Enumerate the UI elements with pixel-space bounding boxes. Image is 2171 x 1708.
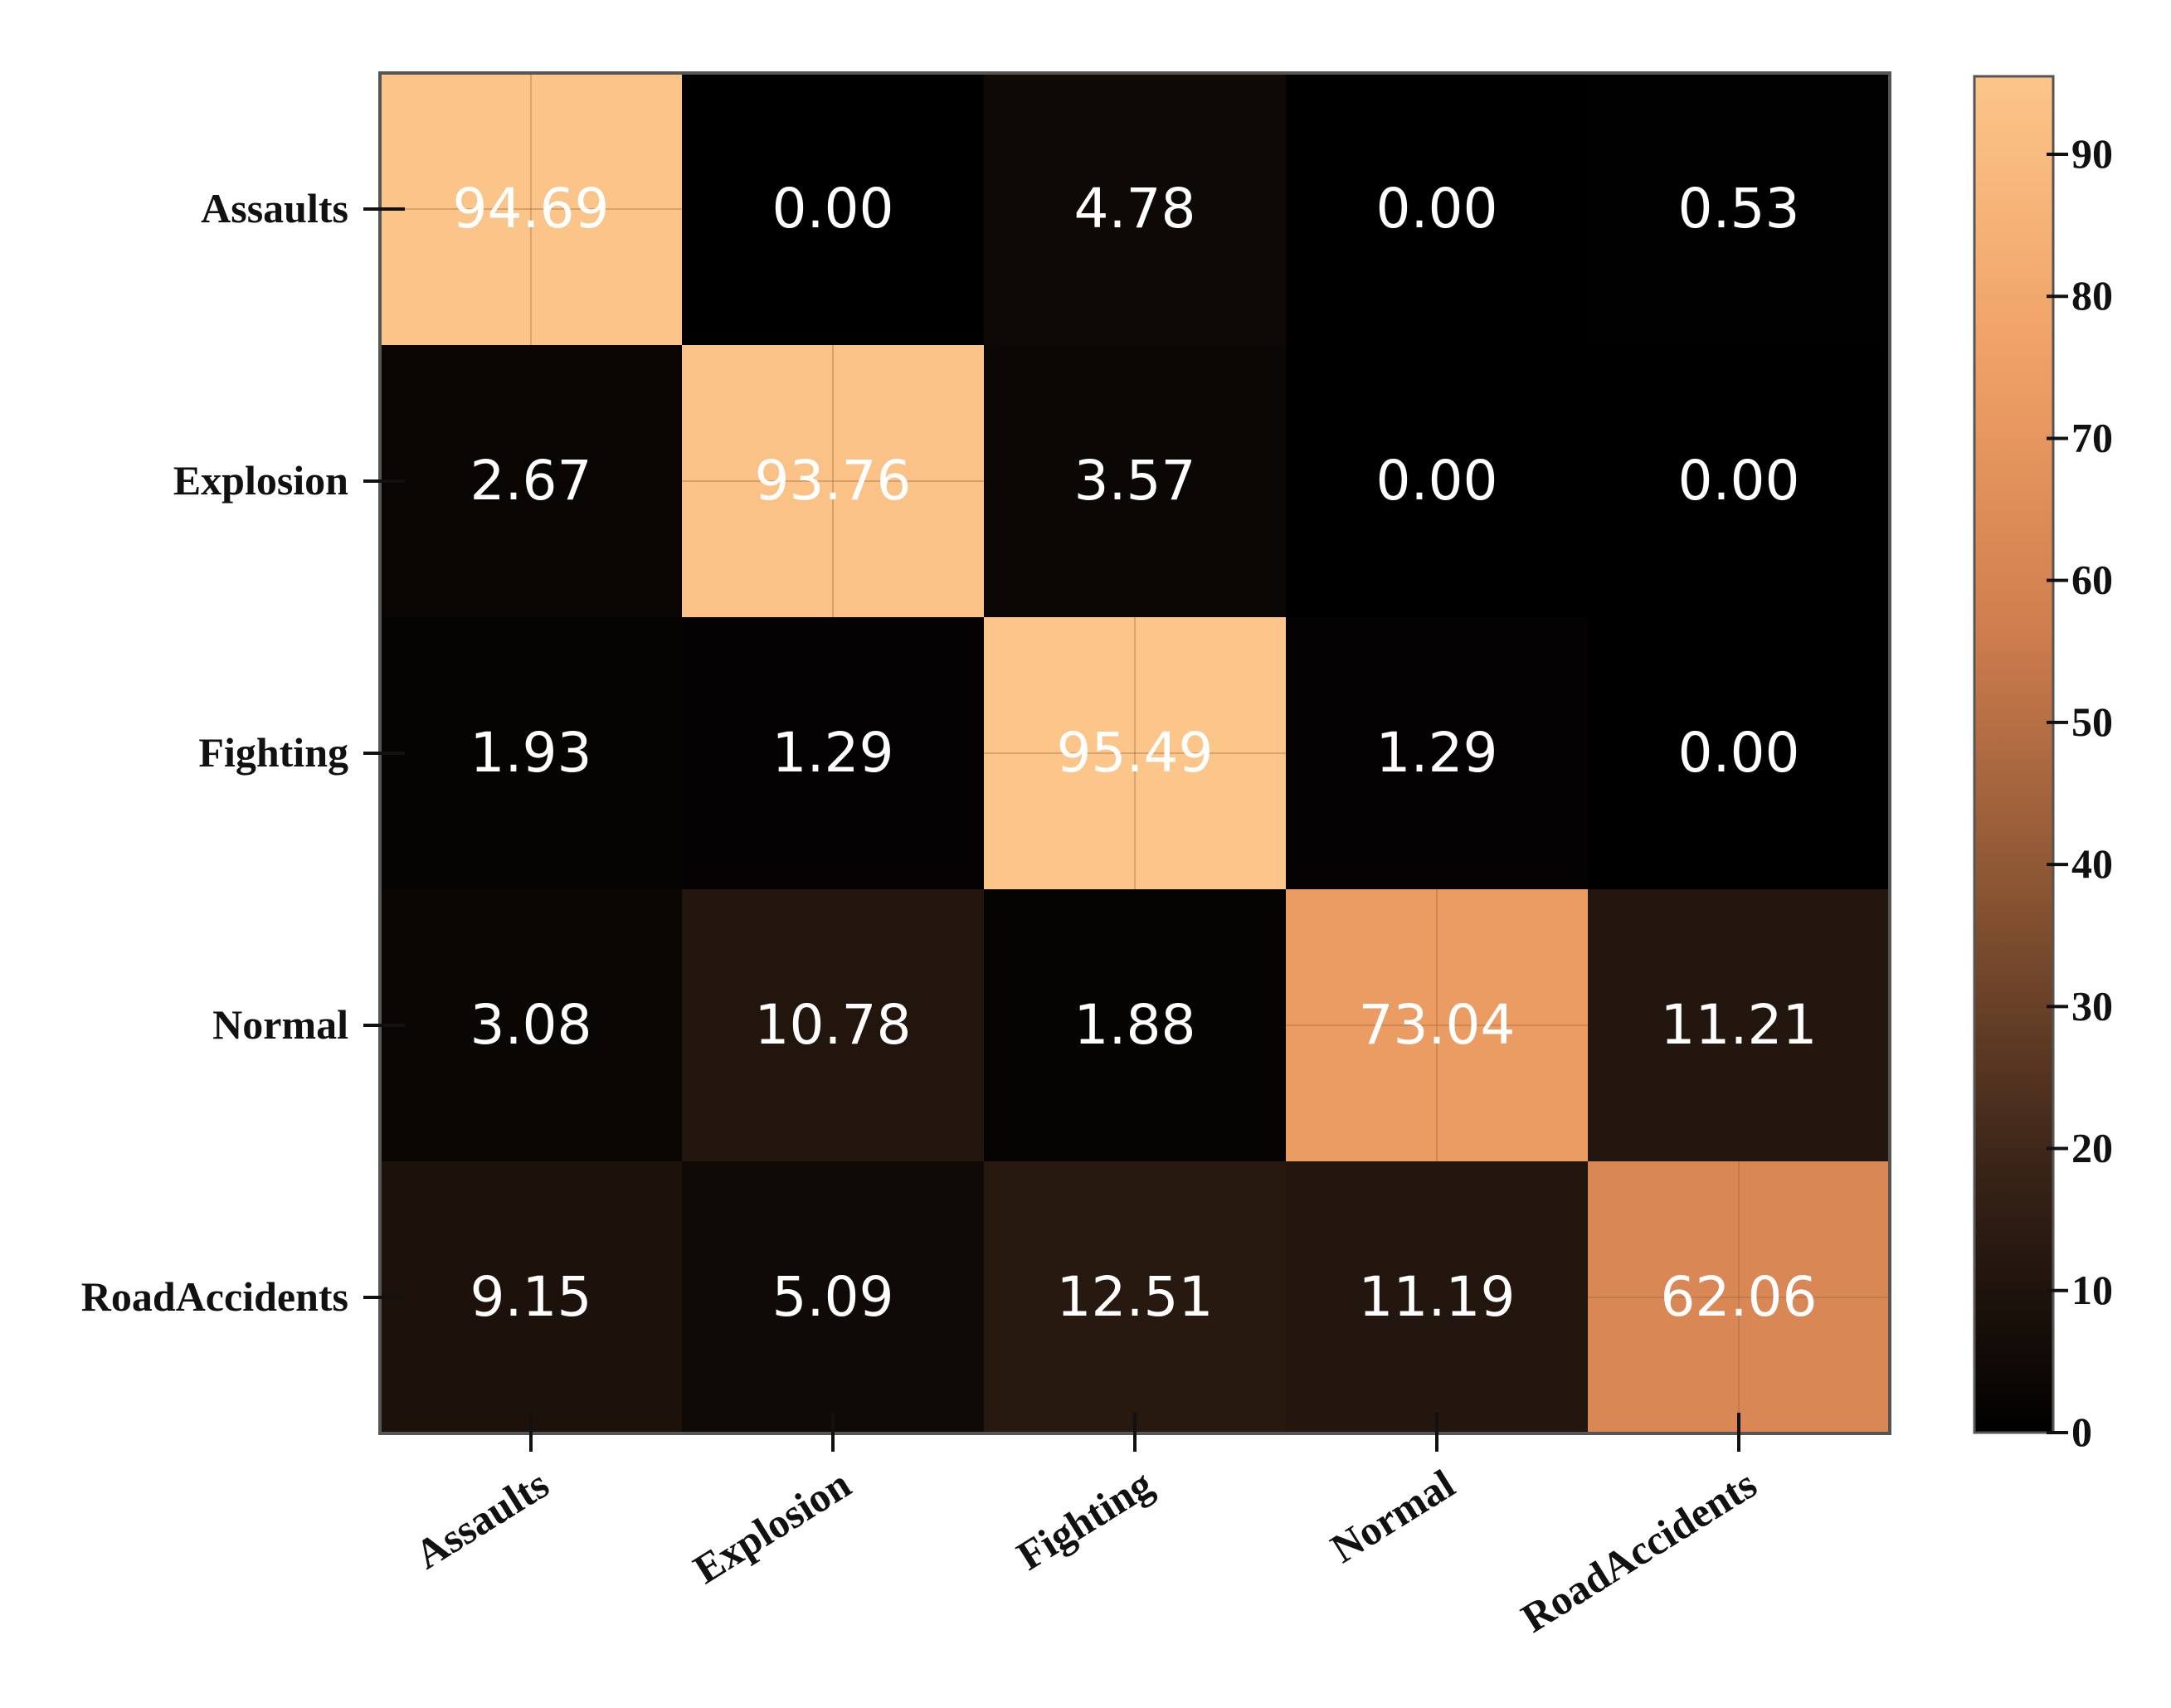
heatmap-cell-assaults-assaults	[380, 73, 683, 346]
colorbar-tick-label: 90	[2071, 130, 2113, 177]
heatmap-cell-normal-fighting	[984, 889, 1287, 1162]
cell-value-label: 1.88	[1074, 993, 1196, 1057]
cell-value-label: 0.00	[1678, 449, 1800, 513]
heatmap-cell-normal-explosion	[682, 889, 985, 1162]
heatmap-cell-roadaccidents-explosion	[682, 1161, 985, 1434]
cell-value-label: 95.49	[1057, 721, 1214, 785]
row-axis: Assaults Explosion Fighting Normal RoadAccid…	[81, 185, 405, 1320]
heatmap-cell-explosion-assaults	[380, 345, 683, 618]
cell-value-label: 12.51	[1057, 1265, 1214, 1329]
colorbar-tick-label: 40	[2071, 840, 2113, 887]
cell-value-label: 11.19	[1359, 1265, 1516, 1329]
cell-value-label: 5.09	[772, 1265, 894, 1329]
cell-value-label: 0.00	[1678, 721, 1800, 785]
cell-value-label: 10.78	[755, 993, 912, 1057]
cell-value-label: 3.57	[1074, 449, 1196, 513]
cell-value-label: 4.78	[1074, 177, 1196, 241]
heatmap-cell-fighting-roadaccidents	[1588, 617, 1891, 890]
colorbar-tick-label: 20	[2071, 1125, 2113, 1171]
col-label-roadaccidents: RoadAccidents	[1513, 1460, 1765, 1641]
heatmap-cell-assaults-explosion	[682, 73, 985, 346]
heatmap-cell-fighting-explosion	[682, 617, 985, 890]
column-axis: Assaults Explosion Fighting Normal RoadAccid…	[406, 1413, 1765, 1642]
colorbar: 0 10 20 30 40 50 60 70 80 90	[1973, 75, 2113, 1455]
cell-value-label: 3.08	[470, 993, 592, 1057]
row-label-normal: Normal	[212, 1001, 348, 1048]
cell-value-label: 0.00	[1376, 177, 1498, 241]
row-label-explosion: Explosion	[173, 457, 348, 504]
heatmap-cell-roadaccidents-normal	[1286, 1161, 1589, 1434]
cell-value-labels: 94.69 0.00 4.78 0.00 0.53 2.67 93.76 3.57 0.00 0.…	[453, 177, 1818, 1329]
heatmap-cell-assaults-roadaccidents	[1588, 73, 1891, 346]
cell-value-label: 2.67	[470, 449, 592, 513]
col-label-assaults: Assaults	[406, 1460, 556, 1578]
row-label-roadaccidents: RoadAccidents	[81, 1273, 348, 1320]
cell-value-label: 1.93	[470, 721, 592, 785]
colorbar-tick-label: 50	[2071, 698, 2113, 745]
row-label-fighting: Fighting	[198, 729, 348, 776]
heatmap-cell-explosion-explosion	[682, 345, 985, 618]
heatmap-cell-normal-normal	[1286, 889, 1589, 1162]
heatmap-cells	[380, 73, 1891, 1434]
col-label-normal: Normal	[1322, 1460, 1463, 1571]
col-label-fighting: Fighting	[1009, 1460, 1161, 1579]
cell-value-label: 0.53	[1678, 177, 1800, 241]
cell-value-label: 11.21	[1661, 993, 1818, 1057]
heatmap-cell-fighting-assaults	[380, 617, 683, 890]
heatmap-cell-normal-assaults	[380, 889, 683, 1162]
cell-value-label: 1.29	[772, 721, 894, 785]
col-label-explosion: Explosion	[685, 1460, 859, 1593]
cell-value-label: 73.04	[1359, 993, 1516, 1057]
colorbar-tick-label: 60	[2071, 557, 2113, 603]
colorbar-tick-label: 70	[2071, 414, 2113, 460]
heatmap-cell-roadaccidents-fighting	[984, 1161, 1287, 1434]
heatmap-cell-roadaccidents-roadaccidents	[1588, 1161, 1891, 1434]
heatmap-cell-assaults-normal	[1286, 73, 1589, 346]
heatmap-cell-assaults-fighting	[984, 73, 1287, 346]
colorbar-tick-label: 80	[2071, 272, 2113, 319]
cell-value-label: 9.15	[470, 1265, 592, 1329]
colorbar-tick-label: 10	[2071, 1267, 2113, 1313]
heatmap-cell-normal-roadaccidents	[1588, 889, 1891, 1162]
heatmap-cell-fighting-normal	[1286, 617, 1589, 890]
heatmap-cell-explosion-roadaccidents	[1588, 345, 1891, 618]
colorbar-tick-label: 0	[2071, 1409, 2092, 1455]
heatmap-cell-roadaccidents-assaults	[380, 1161, 683, 1434]
cell-value-label: 62.06	[1661, 1265, 1818, 1329]
heatmap-cell-fighting-fighting	[984, 617, 1287, 890]
cell-value-label: 1.29	[1376, 721, 1498, 785]
cell-value-label: 94.69	[453, 177, 610, 241]
heatmap-cell-explosion-fighting	[984, 345, 1287, 618]
colorbar-gradient	[1973, 75, 2055, 1434]
colorbar-tick-label: 30	[2071, 982, 2113, 1029]
cell-value-label: 93.76	[755, 449, 912, 513]
cell-value-label: 0.00	[772, 177, 894, 241]
cell-value-label: 0.00	[1376, 449, 1498, 513]
heatmap-cell-explosion-normal	[1286, 345, 1589, 618]
row-label-assaults: Assaults	[201, 185, 348, 231]
